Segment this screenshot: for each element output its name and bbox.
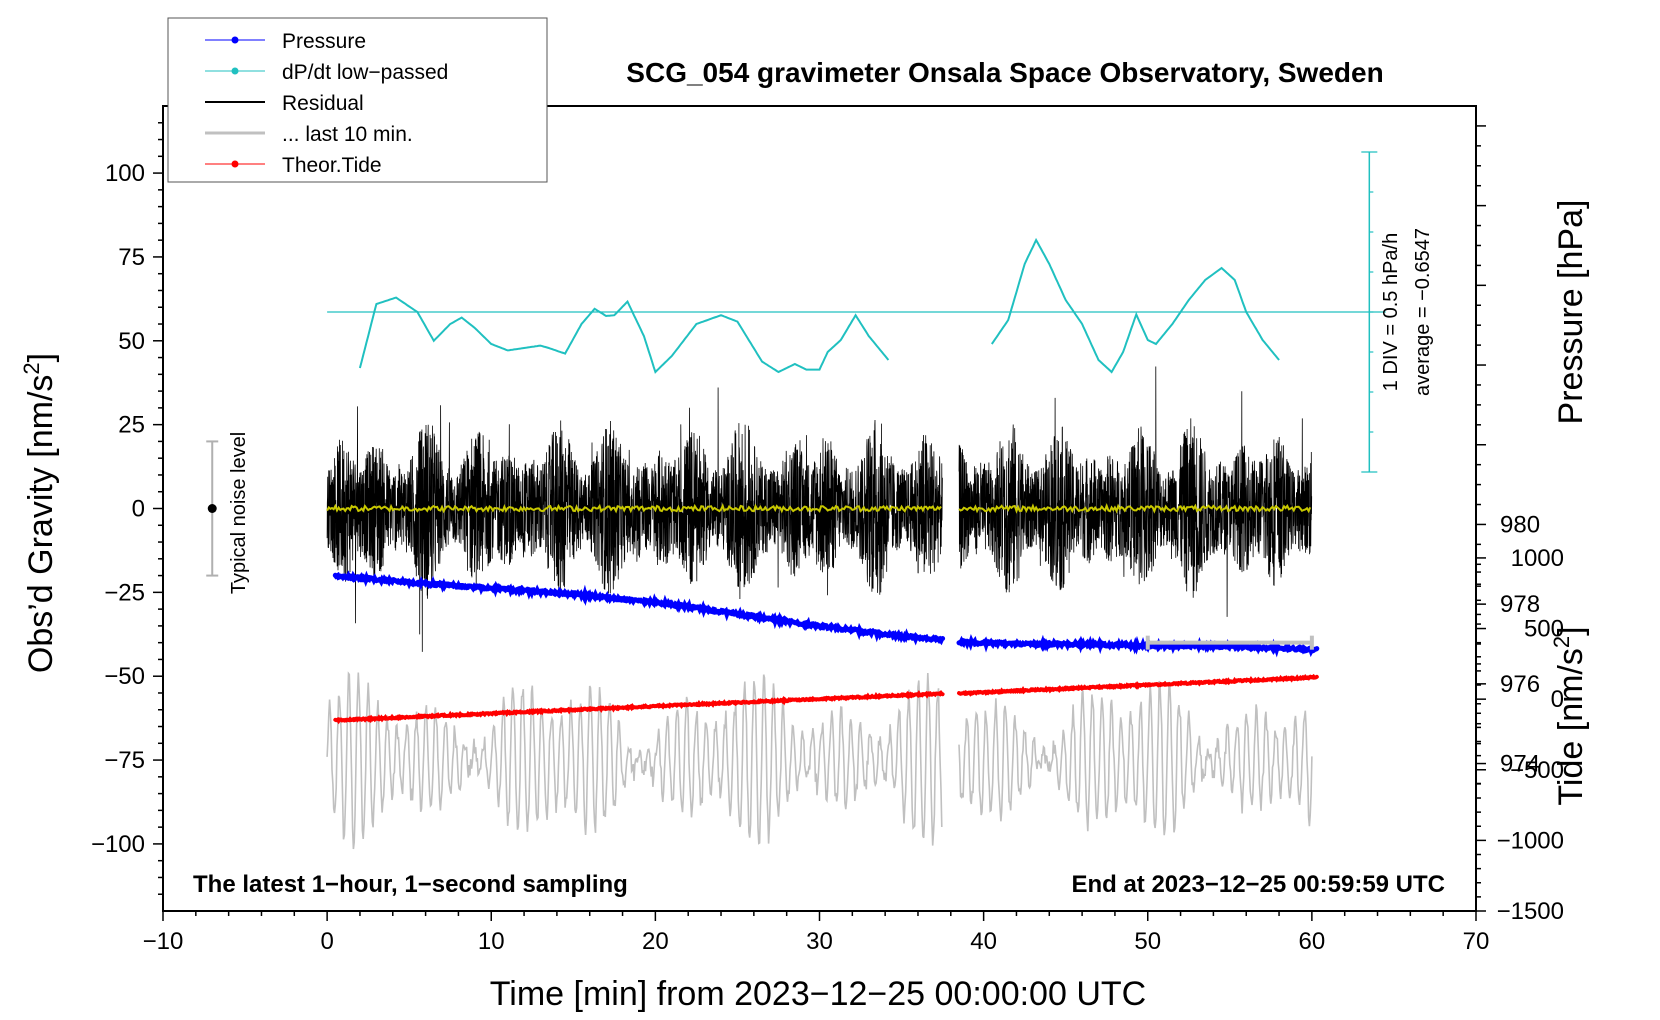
footer-left-note: The latest 1−hour, 1−second sampling [193, 871, 628, 898]
gravity-tick-label-6: −50 [104, 663, 145, 690]
observed-grey-line-0 [326, 671, 943, 850]
pressure-line-0 [332, 570, 946, 646]
x-axis-title: Time [min] from 2023−12−25 00:00:00 UTC [490, 975, 1146, 1013]
residual-line-0 [326, 387, 943, 652]
tide-line-1 [957, 673, 1319, 697]
chart-title: SCG_054 gravimeter Onsala Space Observat… [626, 57, 1383, 88]
x-tick-label-5: 40 [970, 928, 997, 955]
x-tick-label-6: 50 [1134, 928, 1161, 955]
gravity-tick-label-5: −25 [104, 579, 145, 606]
legend-marker-dpdt [231, 67, 239, 75]
tide-tick-label-4: −1000 [1497, 827, 1564, 854]
y-axis-title-gravity: Obs’d Gravity [nm/s2] [19, 353, 60, 673]
tide-tick-label-5: −1500 [1497, 898, 1564, 925]
pressure-tick-label-0: 980 [1500, 511, 1540, 538]
legend: Pressure dP/dt low−passed Residual ... l… [167, 17, 548, 183]
y-axis-title-gravity-end: ] [22, 353, 60, 362]
gravity-tick-label-3: 25 [118, 412, 145, 439]
dpdt-line-0 [358, 296, 890, 374]
tide-tick-label-3: −500 [1510, 757, 1564, 784]
tide-tick-label-0: 1000 [1511, 545, 1564, 572]
series-layer [206, 151, 1386, 850]
gravity-tick-label-7: −75 [104, 747, 145, 774]
legend-marker-pressure [231, 36, 239, 44]
dpdt-line-1 [990, 237, 1280, 374]
dpdt-scale-label: 1 DIV = 0.5 hPa/h [1380, 233, 1402, 391]
y-axis-title-gravity-main: Obs’d Gravity [nm/s [22, 375, 60, 674]
y-axis-title-gravity-sup: 2 [19, 362, 44, 374]
gravity-tick-label-0: 100 [105, 160, 145, 187]
gravity-tick-label-2: 50 [118, 328, 145, 355]
observed-grey-line-1 [958, 680, 1313, 836]
legend-box [167, 17, 548, 183]
y-axis-title-tide: Tide [nm/s2] [1549, 626, 1590, 805]
gravity-tick-label-4: 0 [132, 496, 145, 523]
x-tick-label-4: 30 [806, 928, 833, 955]
y-axis-title-tide-end: ] [1552, 626, 1590, 635]
footer-right-note: End at 2023−12−25 00:59:59 UTC [1071, 871, 1445, 898]
noise-bar-center-dot [207, 504, 217, 513]
lowpass-residual-line-0 [326, 503, 942, 514]
x-tick-label-8: 70 [1463, 928, 1490, 955]
tide-tick-label-1: 500 [1524, 616, 1564, 643]
legend-label-residual: Residual [282, 92, 364, 115]
legend-label-pressure: Pressure [282, 30, 366, 53]
tide-line-0 [333, 689, 945, 725]
gravity-tick-label-8: −100 [91, 831, 145, 858]
x-tick-label-0: −10 [143, 928, 184, 955]
legend-marker-tide [231, 160, 239, 168]
noise-level-label: Typical noise level [228, 432, 250, 594]
y-axis-title-tide-main: Tide [nm/s [1552, 648, 1590, 805]
gravity-tick-label-1: 75 [118, 244, 145, 271]
pressure-tick-label-1: 978 [1500, 591, 1540, 618]
ticks-layer: −10 0 10 20 30 40 50 60 701007550250−25−50−75−10… [91, 122, 1564, 955]
y-axis-title-tide-sup: 2 [1549, 636, 1574, 648]
tide-tick-label-2: 0 [1551, 686, 1564, 713]
x-tick-label-1: 0 [320, 928, 333, 955]
x-tick-label-3: 20 [642, 928, 669, 955]
pressure-tick-label-3: 974 [1500, 751, 1540, 778]
y-axis-title-pressure: Pressure [hPa] [1552, 200, 1590, 425]
pressure-line-1 [956, 633, 1320, 658]
legend-label-tide: Theor.Tide [282, 154, 382, 177]
x-tick-label-2: 10 [478, 928, 505, 955]
lowpass-residual-line-1 [958, 502, 1312, 514]
dpdt-average-label: average = −0.6547 [1412, 228, 1434, 396]
x-tick-label-7: 60 [1299, 928, 1326, 955]
pressure-tick-label-2: 976 [1500, 671, 1540, 698]
legend-label-last10: ... last 10 min. [282, 123, 413, 146]
legend-label-dpdt: dP/dt low−passed [282, 61, 448, 84]
